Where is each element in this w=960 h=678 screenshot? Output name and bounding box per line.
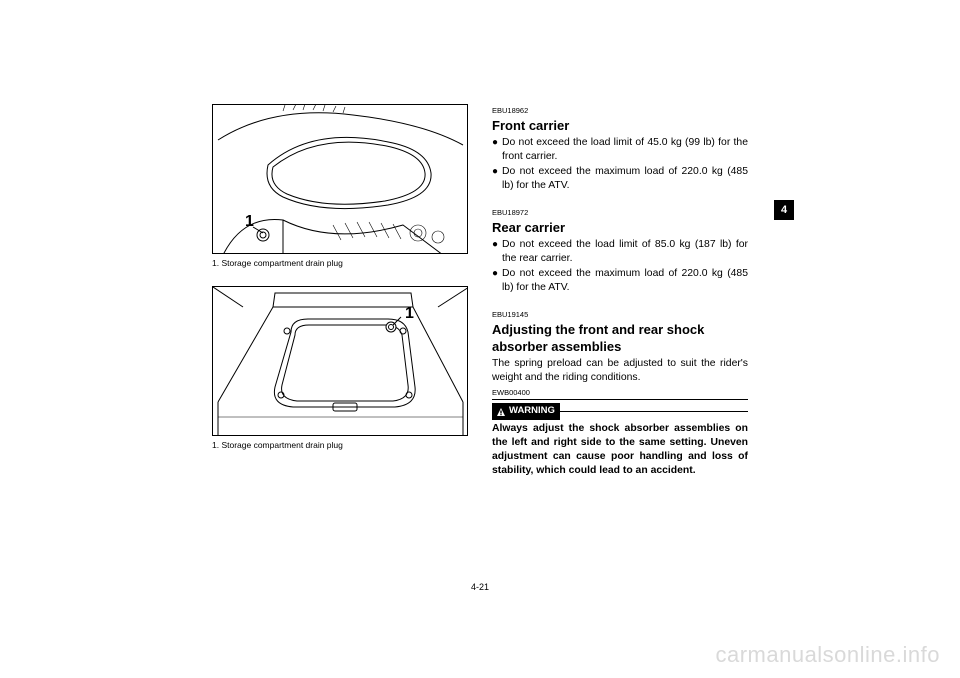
figure-2: 1 — [212, 286, 468, 436]
section-heading: Adjusting the front and rear shock absor… — [492, 321, 748, 356]
figure-2-callout: 1 — [403, 305, 416, 323]
figure-1-svg — [213, 105, 468, 254]
warning-badge: WARNING — [492, 403, 560, 420]
watermark: carmanualsonline.info — [715, 642, 940, 668]
warning-triangle-icon — [496, 407, 506, 417]
bullet-item: ● Do not exceed the maximum load of 220.… — [492, 267, 748, 295]
right-column: EBU18962 Front carrier ● Do not exceed t… — [492, 104, 748, 478]
bullet-text: Do not exceed the maximum load of 220.0 … — [502, 165, 748, 193]
bullet-icon: ● — [492, 238, 502, 266]
warning-label: WARNING — [509, 405, 555, 418]
bullet-item: ● Do not exceed the load limit of 85.0 k… — [492, 238, 748, 266]
warning-label-row: WARNING — [492, 403, 748, 420]
figure-1-caption: 1. Storage compartment drain plug — [212, 258, 468, 268]
doc-id: EBU18962 — [492, 106, 748, 116]
manual-page: 1 1. Storage compartment drain plug — [192, 104, 768, 564]
doc-id: EWB00400 — [492, 388, 748, 398]
bullet-icon: ● — [492, 165, 502, 193]
doc-id: EBU19145 — [492, 310, 748, 320]
figure-1: 1 — [212, 104, 468, 254]
bullet-text: Do not exceed the load limit of 85.0 kg … — [502, 238, 748, 266]
body-paragraph: The spring preload can be adjusted to su… — [492, 357, 748, 385]
chapter-tab: 4 — [774, 200, 794, 220]
warning-rule — [560, 411, 748, 412]
page-number: 4-21 — [471, 582, 489, 592]
figure-2-svg — [213, 287, 468, 436]
section-heading: Rear carrier — [492, 219, 748, 237]
figure-2-caption: 1. Storage compartment drain plug — [212, 440, 468, 450]
figure-1-callout: 1 — [243, 213, 256, 231]
doc-id: EBU18972 — [492, 208, 748, 218]
bullet-icon: ● — [492, 267, 502, 295]
warning-top-rule — [492, 399, 748, 400]
warning-text: Always adjust the shock absorber assembl… — [492, 422, 748, 478]
bullet-icon: ● — [492, 136, 502, 164]
left-column: 1 1. Storage compartment drain plug — [212, 104, 468, 468]
section-heading: Front carrier — [492, 117, 748, 135]
bullet-text: Do not exceed the load limit of 45.0 kg … — [502, 136, 748, 164]
bullet-item: ● Do not exceed the maximum load of 220.… — [492, 165, 748, 193]
bullet-text: Do not exceed the maximum load of 220.0 … — [502, 267, 748, 295]
bullet-item: ● Do not exceed the load limit of 45.0 k… — [492, 136, 748, 164]
